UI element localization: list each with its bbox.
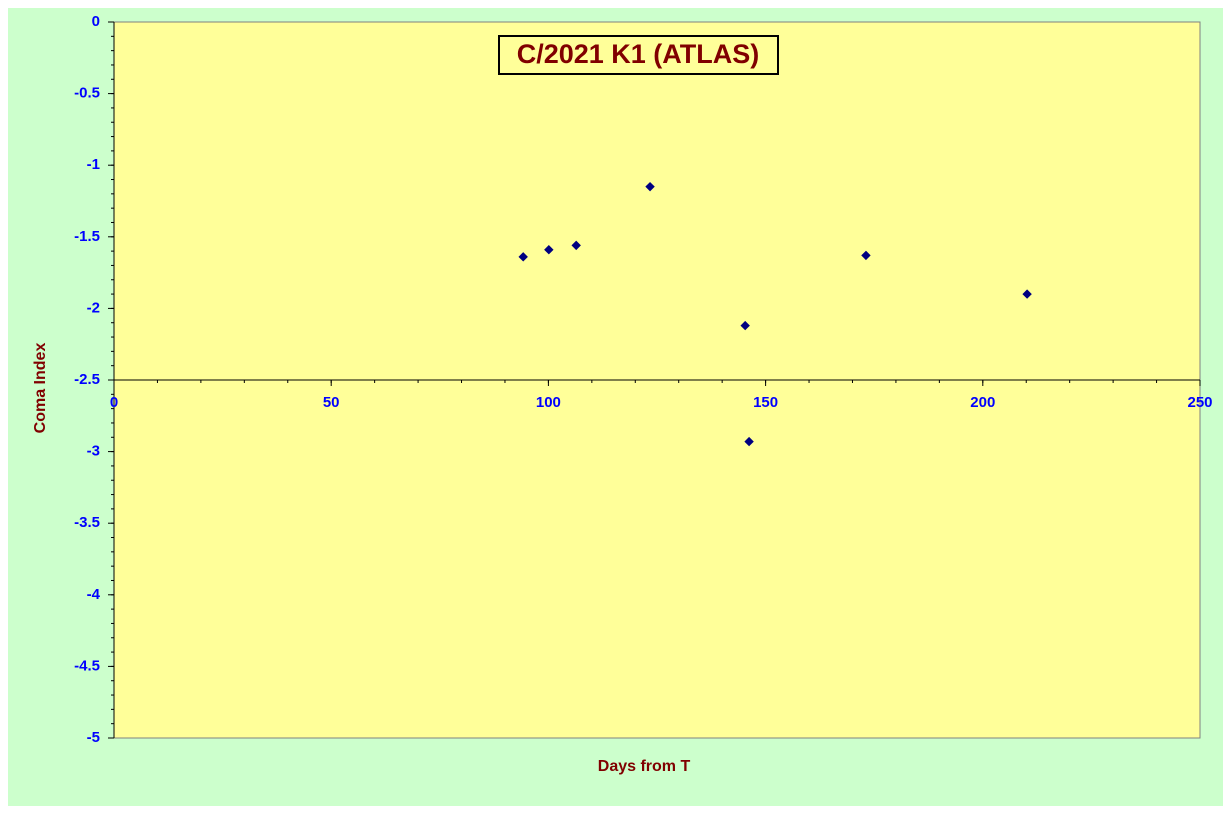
- x-tick-label: 0: [110, 394, 118, 411]
- y-tick-label: -4.5: [74, 657, 100, 674]
- x-tick-label: 200: [970, 394, 995, 411]
- y-tick-label: -1.5: [74, 228, 100, 245]
- x-tick-label: 50: [323, 394, 340, 411]
- y-tick-label: 0: [92, 13, 100, 30]
- y-tick-label: -3.5: [74, 514, 100, 531]
- chart-title: C/2021 K1 (ATLAS): [517, 39, 760, 69]
- x-tick-label: 100: [536, 394, 561, 411]
- x-tick-label: 250: [1187, 394, 1212, 411]
- data-point: [544, 244, 554, 255]
- data-point: [518, 252, 528, 262]
- data-point: [740, 320, 750, 331]
- data-point: [1022, 289, 1032, 299]
- y-tick-label: -0.5: [74, 85, 100, 102]
- x-axis-title: Days from T: [598, 758, 691, 775]
- data-point: [744, 436, 754, 447]
- x-tick-label: 150: [753, 394, 778, 411]
- data-point: [861, 250, 871, 261]
- data-point: [645, 181, 655, 192]
- y-tick-label: -3: [87, 443, 100, 460]
- y-axis-title: Coma Index: [32, 343, 49, 434]
- data-point: [571, 240, 581, 251]
- y-tick-label: -4: [87, 586, 101, 603]
- y-tick-label: -1: [87, 156, 100, 173]
- y-tick-label: -5: [87, 729, 100, 746]
- y-tick-label: -2.5: [74, 371, 100, 388]
- title-box: [498, 35, 779, 75]
- y-tick-label: -2: [87, 299, 100, 316]
